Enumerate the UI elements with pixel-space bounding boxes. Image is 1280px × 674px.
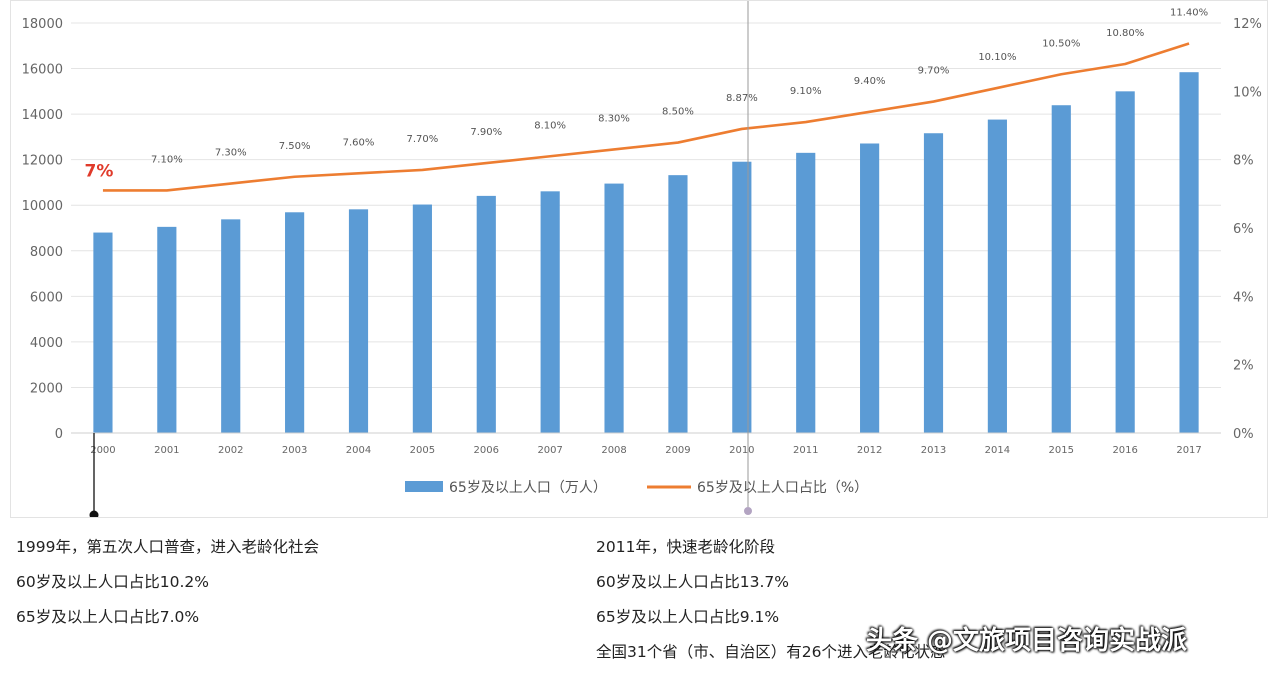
x-tick-label: 2000 bbox=[90, 445, 115, 456]
x-tick-label: 2014 bbox=[985, 445, 1010, 456]
chart-svg: 7% 7.10% 7.30% 7.50% 7.60% 7.70% 7.90% 8.10% 8.3… bbox=[22, 1, 1262, 520]
legend-swatch-bars bbox=[405, 481, 443, 492]
x-tick-label: 2011 bbox=[793, 445, 818, 456]
x-tick-label: 2007 bbox=[537, 445, 562, 456]
data-label: 7.10% bbox=[151, 154, 183, 165]
x-tick-label: 2001 bbox=[154, 445, 179, 456]
note-1999-60plus: 60岁及以上人口占比10.2% bbox=[16, 573, 209, 591]
bar bbox=[923, 133, 944, 433]
bar bbox=[604, 183, 624, 433]
note-1999-title: 1999年，第五次人口普查，进入老龄化社会 bbox=[16, 538, 319, 556]
marker-dot-1999 bbox=[89, 510, 99, 520]
y-left-tick-label: 8000 bbox=[30, 245, 63, 260]
data-label: 8.87% bbox=[726, 93, 758, 104]
data-label: 7.30% bbox=[215, 148, 247, 159]
marker-dot-2011 bbox=[744, 507, 752, 515]
bar-series bbox=[93, 72, 1199, 434]
note-2011-title: 2011年，快速老龄化阶段 bbox=[596, 538, 775, 556]
bar bbox=[476, 195, 496, 433]
y-left-tick-label: 2000 bbox=[30, 381, 63, 396]
watermark: 头条 @文旅项目咨询实战派 bbox=[866, 626, 1188, 656]
data-label: 8.10% bbox=[534, 120, 566, 131]
x-tick-label: 2017 bbox=[1176, 445, 1201, 456]
data-label: 7.50% bbox=[279, 141, 311, 152]
data-label: 10.10% bbox=[978, 52, 1016, 63]
chart-panel: 7% 7.10% 7.30% 7.50% 7.60% 7.70% 7.90% 8.10% 8.3… bbox=[10, 0, 1268, 520]
x-tick-label: 2005 bbox=[410, 445, 435, 456]
data-label: 7.70% bbox=[406, 134, 438, 145]
y-left-tick-label: 14000 bbox=[22, 108, 63, 123]
y-right-tick-label: 6% bbox=[1233, 222, 1254, 237]
bar bbox=[540, 191, 560, 433]
bar bbox=[285, 212, 305, 433]
y-left-tick-label: 0 bbox=[55, 427, 63, 442]
line-series bbox=[102, 42, 1190, 192]
y-left-tick-label: 10000 bbox=[22, 199, 63, 214]
y-left-tick-label: 12000 bbox=[22, 154, 63, 169]
bar bbox=[732, 161, 752, 433]
data-label: 9.70% bbox=[918, 66, 950, 77]
x-tick-label: 2016 bbox=[1112, 445, 1137, 456]
bar bbox=[1179, 72, 1199, 433]
data-label: 8.50% bbox=[662, 107, 694, 118]
note-2011-60plus: 60岁及以上人口占比13.7% bbox=[596, 573, 789, 591]
axes: 0 2000 4000 6000 8000 10000 12000 14000 16000 180… bbox=[22, 1, 1262, 520]
note-1999-65plus: 65岁及以上人口占比7.0% bbox=[16, 608, 200, 626]
data-label: 10.80% bbox=[1106, 28, 1144, 39]
x-tick-label: 2015 bbox=[1049, 445, 1074, 456]
bar bbox=[1051, 105, 1071, 433]
bar bbox=[348, 209, 369, 433]
bar bbox=[157, 226, 177, 433]
data-label: 7.90% bbox=[470, 127, 502, 138]
legend: 65岁及以上人口（万人） 65岁及以上人口占比（%） bbox=[405, 480, 868, 496]
data-label: 11.40% bbox=[1170, 8, 1208, 19]
note-2011-65plus: 65岁及以上人口占比9.1% bbox=[596, 608, 780, 626]
data-label: 7% bbox=[85, 161, 114, 181]
x-tick-label: 2008 bbox=[601, 445, 626, 456]
bar bbox=[1115, 91, 1135, 433]
x-tick-label: 2012 bbox=[857, 445, 882, 456]
bar bbox=[987, 119, 1007, 434]
x-tick-label: 2013 bbox=[921, 445, 946, 456]
x-tick-label: 2010 bbox=[729, 445, 754, 456]
y-left-tick-label: 16000 bbox=[22, 63, 63, 78]
y-right-tick-label: 2% bbox=[1233, 359, 1254, 374]
x-tick-label: 2002 bbox=[218, 445, 243, 456]
legend-label-line: 65岁及以上人口占比（%） bbox=[697, 480, 868, 496]
y-right-tick-label: 4% bbox=[1233, 290, 1254, 305]
data-labels: 7% 7.10% 7.30% 7.50% 7.60% 7.70% 7.90% 8.10% 8.3… bbox=[85, 8, 1209, 182]
bar bbox=[93, 232, 113, 433]
y-left-tick-label: 18000 bbox=[22, 17, 63, 32]
bar bbox=[796, 152, 816, 434]
data-label: 8.30% bbox=[598, 113, 630, 124]
legend-label-bars: 65岁及以上人口（万人） bbox=[449, 480, 607, 496]
bar bbox=[860, 143, 880, 433]
x-tick-label: 2004 bbox=[346, 445, 371, 456]
y-right-tick-label: 12% bbox=[1233, 17, 1262, 32]
x-tick-label: 2006 bbox=[474, 445, 499, 456]
data-label: 7.60% bbox=[343, 137, 375, 148]
data-label: 9.10% bbox=[790, 86, 822, 97]
grid-lines bbox=[71, 22, 1221, 434]
x-tick-label: 2009 bbox=[665, 445, 690, 456]
bar bbox=[412, 204, 432, 433]
bar bbox=[668, 175, 688, 433]
y-left-tick-label: 6000 bbox=[30, 290, 63, 305]
bar bbox=[221, 219, 241, 433]
y-right-tick-label: 0% bbox=[1233, 427, 1254, 442]
y-right-tick-label: 10% bbox=[1233, 85, 1262, 100]
x-tick-label: 2003 bbox=[282, 445, 307, 456]
line-path bbox=[102, 42, 1190, 192]
data-label: 9.40% bbox=[854, 76, 886, 87]
y-left-tick-label: 4000 bbox=[30, 336, 63, 351]
y-right-tick-label: 8% bbox=[1233, 154, 1254, 169]
data-label: 10.50% bbox=[1042, 38, 1080, 49]
